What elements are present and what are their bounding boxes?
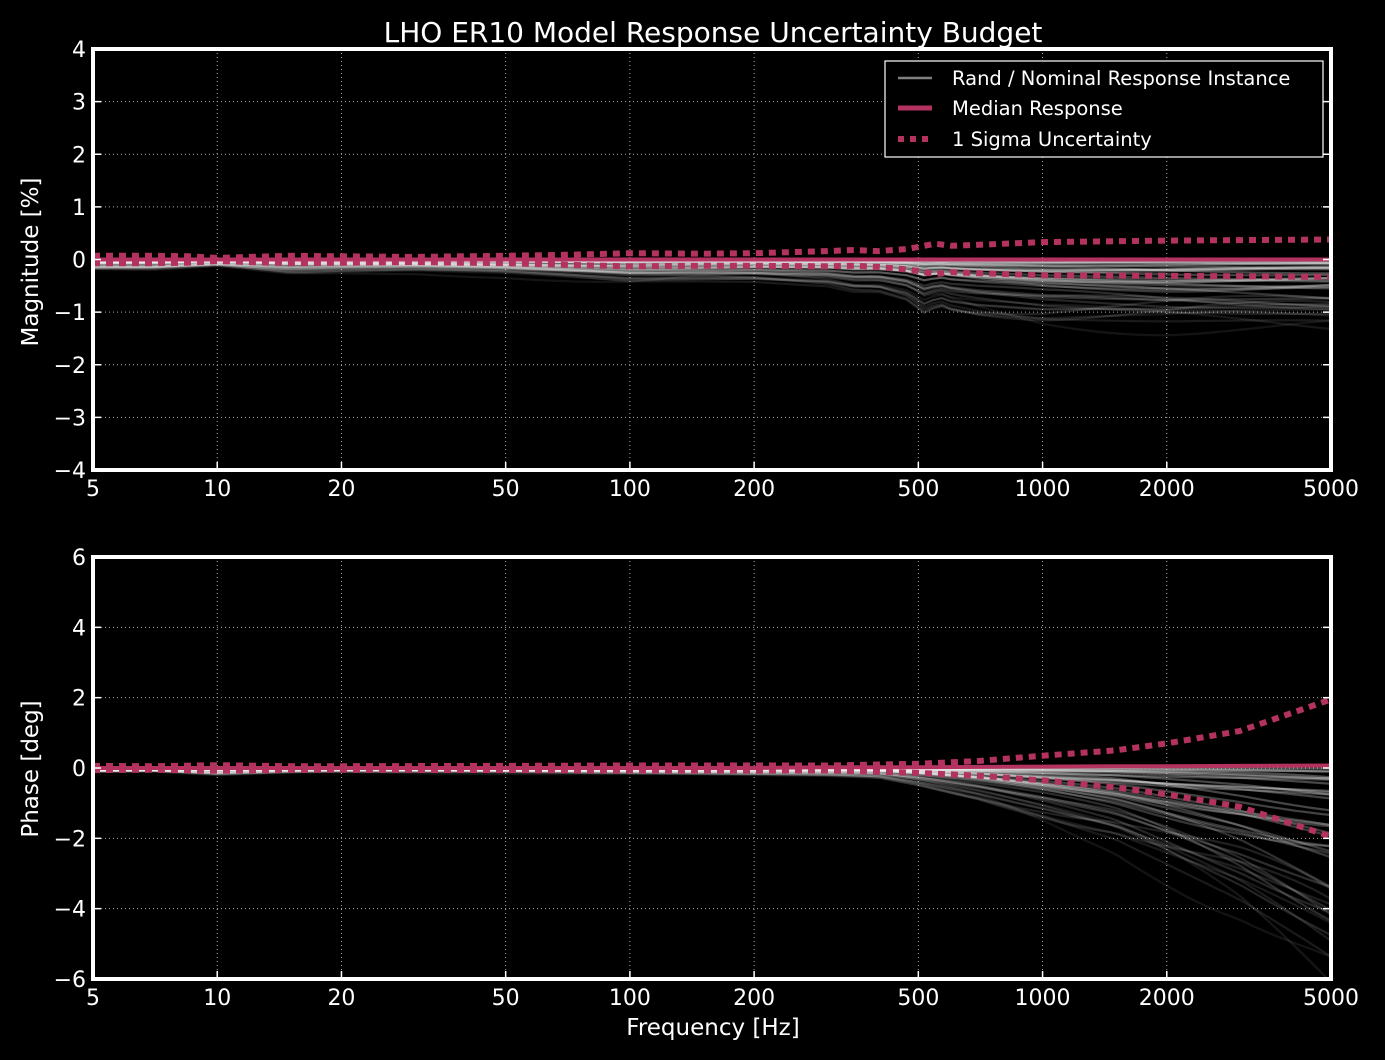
- phase-ticks: 5 10 20 50 100 200 500 1000 2000 5000 −6 −4 −2 0 2 4 6: [54, 546, 1359, 1011]
- magnitude-series: [93, 236, 1331, 280]
- magnitude-instance-line: [93, 262, 1331, 311]
- magnitude-y-tick-label: 3: [72, 91, 86, 116]
- phase-instance-line: [93, 769, 1331, 914]
- x-axis-label: Frequency [Hz]: [626, 1015, 799, 1041]
- phase-y-tick-label: −4: [54, 898, 86, 923]
- magnitude-instance-line: [93, 260, 1331, 288]
- magnitude-instance-line: [93, 260, 1331, 291]
- magnitude-instance-line: [93, 260, 1331, 290]
- magnitude-instance-line: [93, 263, 1331, 316]
- phase-instance-line: [93, 768, 1331, 888]
- magnitude-instance-line: [93, 260, 1331, 283]
- magnitude-instance-line: [93, 262, 1331, 310]
- phase-y-tick-label: −2: [54, 827, 86, 852]
- magnitude-y-tick-label: 0: [72, 249, 86, 274]
- magnitude-y-tick-label: 4: [72, 38, 86, 63]
- legend-instance-label: Rand / Nominal Response Instance: [952, 67, 1290, 90]
- phase-y-tick-label: −6: [54, 968, 86, 993]
- magnitude-y-tick-label: 1: [72, 196, 86, 221]
- phase-x-tick-label: 50: [492, 986, 520, 1011]
- magnitude-x-tick-label: 50: [492, 477, 520, 502]
- magnitude-instance-line: [93, 264, 1331, 331]
- magnitude-instance-line: [93, 263, 1331, 320]
- phase-panel: 5 10 20 50 100 200 500 1000 2000 5000 −6 −4 −2 0 2 4 6: [54, 546, 1359, 1011]
- phase-sigma-upper-line: [93, 696, 1331, 770]
- magnitude-instance-line: [93, 260, 1331, 290]
- magnitude-instance-line: [93, 264, 1331, 323]
- phase-x-tick-label: 20: [327, 986, 355, 1011]
- magnitude-y-tick-label: −2: [54, 354, 86, 379]
- magnitude-panel: 5 10 20 50 100 200 500 1000 2000 5000 −4 −3 −2 −1 0 1 2 3…: [54, 38, 1359, 502]
- magnitude-x-tick-label: 500: [897, 477, 939, 502]
- phase-instance-line: [93, 769, 1331, 890]
- magnitude-instance-line: [93, 259, 1331, 283]
- phase-y-tick-label: 2: [72, 687, 86, 712]
- magnitude-instance-line: [93, 262, 1331, 307]
- magnitude-y-tick-label: −4: [54, 459, 86, 484]
- magnitude-instance-line: [93, 261, 1331, 301]
- phase-x-tick-label: 500: [897, 986, 939, 1011]
- phase-x-tick-label: 5: [86, 986, 100, 1011]
- legend-median-label: Median Response: [952, 97, 1123, 120]
- phase-instance-line: [93, 770, 1330, 979]
- magnitude-x-tick-label: 2000: [1139, 477, 1195, 502]
- magnitude-ticks: 5 10 20 50 100 200 500 1000 2000 5000 −4 −3 −2 −1 0 1 2 3…: [54, 38, 1359, 502]
- magnitude-x-tick-label: 1000: [1015, 477, 1071, 502]
- magnitude-x-tick-label: 100: [609, 477, 651, 502]
- phase-instance-line: [93, 769, 1331, 906]
- legend: Rand / Nominal Response Instance Median …: [884, 60, 1324, 158]
- phase-instance-line: [93, 768, 1331, 889]
- magnitude-sigma-lower-line: [93, 258, 1331, 280]
- magnitude-x-tick-label: 10: [203, 477, 231, 502]
- phase-sigma-lower-line: [93, 766, 1331, 840]
- phase-x-tick-label: 2000: [1139, 986, 1195, 1011]
- magnitude-y-axis-label: Magnitude [%]: [18, 178, 44, 347]
- magnitude-x-tick-label: 5000: [1303, 477, 1359, 502]
- phase-x-tick-label: 10: [203, 986, 231, 1011]
- phase-x-tick-label: 1000: [1015, 986, 1071, 1011]
- phase-y-tick-label: 4: [72, 616, 86, 641]
- legend-sigma-label: 1 Sigma Uncertainty: [952, 128, 1152, 151]
- phase-instance-line: [93, 769, 1331, 916]
- phase-instance-line: [93, 769, 1331, 924]
- phase-instance-line: [93, 770, 1331, 958]
- phase-y-tick-label: 0: [72, 757, 86, 782]
- phase-y-axis-label: Phase [deg]: [18, 700, 44, 837]
- figure-title: LHO ER10 Model Response Uncertainty Budg…: [384, 16, 1043, 49]
- phase-x-tick-label: 5000: [1303, 986, 1359, 1011]
- phase-instance-line: [93, 769, 1331, 912]
- magnitude-instance-line: [93, 263, 1331, 337]
- phase-x-tick-label: 200: [733, 986, 775, 1011]
- phase-instance-line: [93, 769, 1331, 900]
- magnitude-x-tick-label: 5: [86, 477, 100, 502]
- magnitude-x-tick-label: 20: [327, 477, 355, 502]
- magnitude-instance-line: [93, 260, 1331, 293]
- phase-y-tick-label: 6: [72, 546, 86, 571]
- phase-instance-line: [93, 769, 1331, 937]
- phase-instance-line: [93, 769, 1331, 942]
- magnitude-sigma-upper-line: [93, 236, 1331, 261]
- magnitude-instance-line: [93, 261, 1331, 300]
- magnitude-instance-line: [93, 260, 1331, 284]
- magnitude-instance-line: [93, 263, 1331, 322]
- magnitude-instance-line: [93, 263, 1331, 315]
- magnitude-y-tick-label: 2: [72, 143, 86, 168]
- magnitude-instance-line: [93, 262, 1331, 311]
- magnitude-instance-line: [93, 263, 1331, 317]
- phase-series: [93, 696, 1331, 840]
- magnitude-x-tick-label: 200: [733, 477, 775, 502]
- magnitude-y-tick-label: −3: [54, 406, 86, 431]
- legend-box: [884, 60, 1324, 158]
- magnitude-y-tick-label: −1: [54, 301, 86, 326]
- phase-instance-line: [93, 769, 1331, 958]
- phase-x-tick-label: 100: [609, 986, 651, 1011]
- magnitude-instance-line: [93, 260, 1331, 283]
- magnitude-instance-line: [93, 263, 1331, 309]
- phase-instance-line: [93, 768, 1331, 922]
